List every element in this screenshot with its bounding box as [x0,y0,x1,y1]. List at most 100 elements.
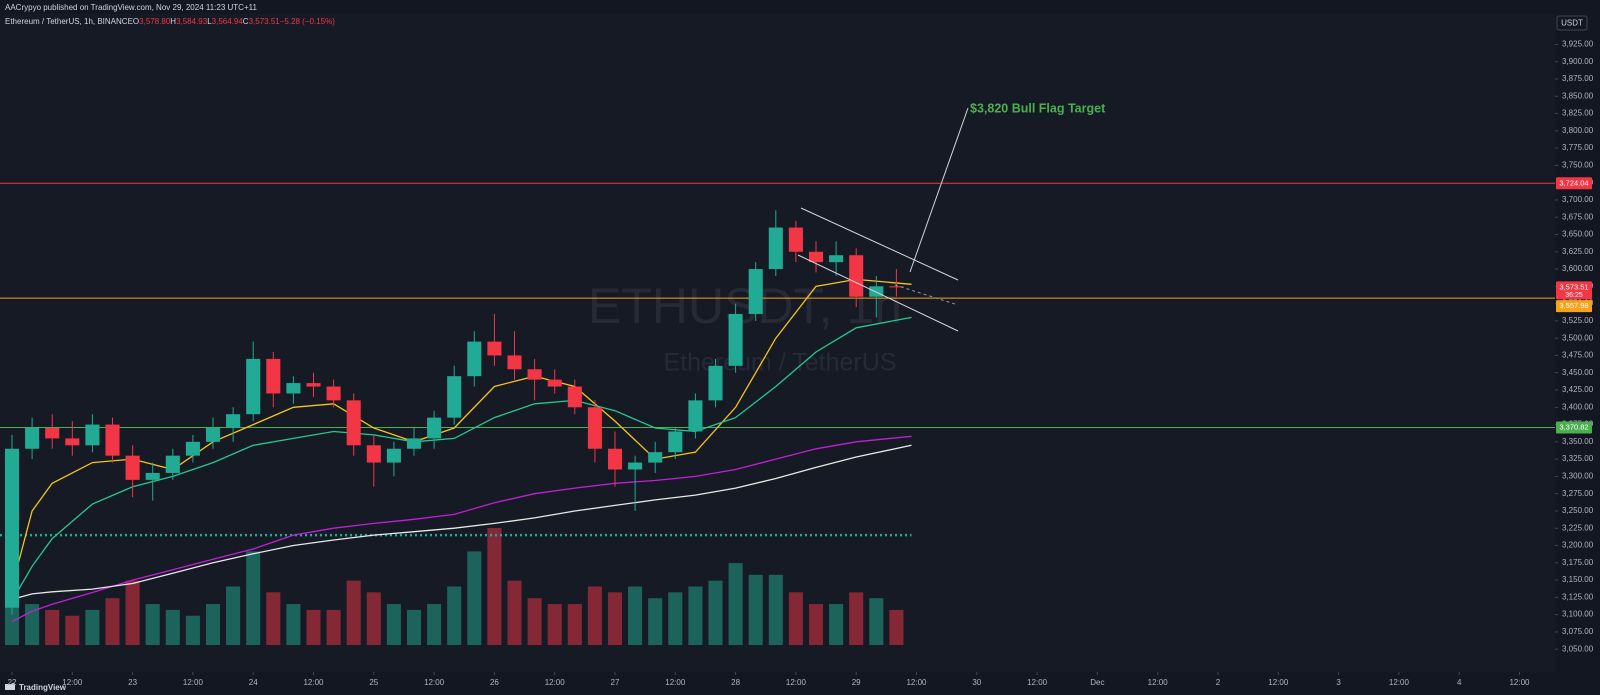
volume-bar [246,551,261,645]
x-tick-label: 25 [369,678,378,687]
y-tick-label: 3,175.00 [1562,558,1594,567]
currency: USDT [1561,19,1583,28]
last-price-box [1556,281,1592,300]
volume-bar [205,604,221,645]
y-tick-label: 3,650.00 [1562,230,1594,239]
x-tick-label: 22 [8,678,17,687]
candle-body [628,462,643,470]
volume-bar [427,604,442,645]
x-tick-label: 12:00 [424,678,445,687]
x-tick-label: 12:00 [665,678,686,687]
volume-bar [507,580,522,645]
y-tick-label: 3,425.00 [1562,385,1594,394]
candle-body [447,376,462,418]
currency-box [1556,15,1588,31]
volume-bar [708,580,723,645]
x-tick-label: 3 [1336,678,1341,687]
candle-body [607,448,623,470]
candle-body [547,379,562,387]
candle-body [849,255,864,297]
volume-bar [587,586,602,645]
candle-body [587,407,602,449]
candle-body [226,414,241,429]
legend-value: 3,564.94 [212,17,244,26]
x-tick-label: 23 [128,678,137,687]
legend: Ethereum / TetherUS, 1h, BINANCEO3,578.8… [5,17,335,26]
volume-bar [145,604,160,645]
x-tick-label: 12:00 [1148,678,1169,687]
price-axis [1555,14,1600,672]
candle-body [487,341,502,356]
volume-bar [829,604,844,645]
x-tick-label: 12:00 [1509,678,1530,687]
volume-bar [25,604,40,645]
candle-body [507,355,522,370]
y-tick-label: 3,325.00 [1562,454,1594,463]
volume-bar [165,609,180,645]
annotation: $3,820 Bull Flag Target [970,101,1106,115]
x-tick-label: 24 [249,678,258,687]
y-tick-label: 3,800.00 [1562,126,1594,135]
candle-body [648,452,663,463]
candle-body [768,227,783,270]
x-tick-label: Dec [1090,678,1104,687]
y-tick-label: 3,850.00 [1562,91,1594,100]
legend-key: L [207,17,212,26]
candle-body [205,428,221,442]
volume-bar [607,592,623,645]
y-tick-label: 3,125.00 [1562,592,1594,601]
volume-bar [286,604,301,645]
candle-body [869,286,884,297]
x-tick-label: 2 [1216,678,1221,687]
volume-bar [447,586,462,645]
volume-bar [65,615,80,645]
y-tick-label: 3,525.00 [1562,316,1594,325]
volume-bar [125,580,140,645]
y-tick-label: 3,625.00 [1562,247,1594,256]
last-price: 3,573.51 [1559,282,1588,291]
y-tick-label: 3,300.00 [1562,472,1594,481]
volume-bar [748,574,763,645]
level-label-box [1556,300,1592,313]
candle-body [889,286,904,288]
volume-bar [185,615,200,645]
volume-bar [386,604,401,645]
x-tick-label: 27 [611,678,620,687]
x-tick-label: 29 [852,678,861,687]
y-tick-label: 3,450.00 [1562,368,1594,377]
x-tick-label: 12:00 [303,678,324,687]
footer: TradingView [19,683,67,692]
volume-bar [688,586,703,645]
volume-bar [85,609,100,645]
volume-bar [487,528,502,645]
candle-body [346,400,361,446]
y-tick-label: 3,250.00 [1562,506,1594,515]
legend-value: 3,578.80 [139,17,171,26]
moving-average [11,444,912,601]
volume-bar [728,563,743,645]
plot [0,182,1555,645]
candle-body [788,227,803,252]
volume-bar [628,586,643,645]
candle-body [406,438,422,449]
volume-bar [889,609,904,645]
candle-body [105,424,120,456]
y-tick-label: 3,775.00 [1562,143,1594,152]
candle-body [125,455,140,480]
y-tick-label: 3,475.00 [1562,351,1594,360]
candle-body [688,400,703,432]
candle-body [246,358,261,415]
x-tick-label: 12:00 [906,678,927,687]
volume-bar [105,598,120,645]
candle-body [85,424,100,446]
volume-bar [527,598,542,645]
volume-bar [567,604,582,645]
candle-body [185,441,200,456]
x-tick-label: 12:00 [1268,678,1289,687]
level-label-box [1556,421,1592,434]
volume-bar [226,586,241,645]
x-tick-label: 12:00 [545,678,566,687]
legend-change: −5.28 (−0.15%) [280,17,335,26]
volume-bar [346,580,361,645]
